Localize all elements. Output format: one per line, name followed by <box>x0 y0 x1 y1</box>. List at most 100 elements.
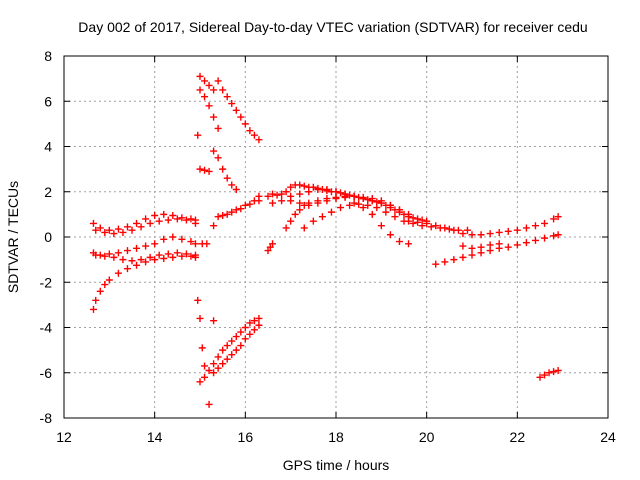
grid-lines <box>64 56 608 418</box>
data-point <box>210 86 218 94</box>
data-point <box>291 210 299 218</box>
data-point <box>187 215 195 223</box>
data-point <box>173 215 181 223</box>
data-point <box>246 200 254 208</box>
data-point <box>210 113 218 121</box>
data-point <box>522 224 530 232</box>
data-point <box>513 241 521 249</box>
y-tick-label: -6 <box>40 365 53 381</box>
x-tick-label: 20 <box>419 429 435 445</box>
data-point <box>105 226 113 234</box>
series-arc-13 <box>196 314 263 386</box>
data-point <box>196 86 204 94</box>
y-tick-label: -4 <box>40 320 53 336</box>
data-point <box>327 208 335 216</box>
data-point <box>214 77 222 85</box>
data-point <box>318 213 326 221</box>
data-point <box>495 240 503 248</box>
data-point <box>223 342 231 350</box>
data-point <box>114 249 122 257</box>
data-point <box>513 226 521 234</box>
data-point <box>219 360 227 368</box>
data-point <box>178 235 186 243</box>
series-arc-26 <box>536 366 562 381</box>
data-point <box>486 241 494 249</box>
data-point <box>409 219 417 227</box>
data-point <box>296 206 304 214</box>
data-point <box>101 228 109 236</box>
data-point <box>287 197 295 205</box>
data-point <box>241 324 249 331</box>
data-point <box>445 225 453 233</box>
data-point <box>269 190 277 198</box>
data-point <box>142 258 150 266</box>
data-point <box>241 335 249 343</box>
data-point <box>364 201 372 209</box>
data-point <box>504 243 512 251</box>
data-point <box>201 77 209 85</box>
data-point <box>264 192 272 200</box>
data-point <box>441 224 449 232</box>
series-arc-1 <box>89 210 199 234</box>
data-point <box>314 199 322 207</box>
data-point <box>450 226 458 234</box>
data-point <box>151 256 159 264</box>
data-point <box>459 230 467 238</box>
data-point <box>128 257 136 265</box>
data-point <box>323 185 331 193</box>
data-point <box>332 195 340 203</box>
data-point <box>459 242 467 250</box>
data-point <box>133 244 141 252</box>
data-point <box>137 256 145 264</box>
series-arc-20 <box>282 192 413 232</box>
series-arc-16 <box>194 131 218 248</box>
data-point <box>395 206 403 214</box>
data-point <box>554 231 562 239</box>
data-point <box>468 231 476 239</box>
y-axis-label: SDTVAR / TECUs <box>5 181 21 293</box>
data-point <box>205 167 213 175</box>
data-point <box>187 252 195 260</box>
data-point <box>114 225 122 233</box>
data-point <box>232 206 240 214</box>
data-point <box>250 317 258 325</box>
data-point <box>169 212 177 220</box>
data-point <box>355 200 363 208</box>
data-point <box>92 296 100 304</box>
data-point <box>405 210 413 218</box>
data-points <box>89 72 562 408</box>
data-point <box>550 215 558 223</box>
data-point <box>160 210 168 218</box>
data-point <box>210 222 218 230</box>
data-point <box>164 250 172 258</box>
data-point <box>191 219 199 227</box>
y-tick-label: 4 <box>44 139 52 155</box>
data-point <box>541 234 549 242</box>
data-point <box>110 230 118 238</box>
series-arc-19 <box>264 240 277 255</box>
data-point <box>187 238 195 246</box>
data-point <box>101 252 109 260</box>
data-point <box>210 369 218 377</box>
x-axis-label: GPS time / hours <box>283 457 390 473</box>
data-point <box>241 201 249 209</box>
y-tick-label: 8 <box>44 48 52 64</box>
data-point <box>463 226 471 234</box>
data-point <box>282 188 290 196</box>
data-point <box>309 217 317 225</box>
data-point <box>201 93 209 101</box>
data-point <box>386 201 394 209</box>
data-point <box>205 81 213 89</box>
data-point <box>531 236 539 244</box>
data-point <box>160 254 168 262</box>
data-point <box>123 223 131 231</box>
data-point <box>550 232 558 240</box>
data-point <box>554 366 562 374</box>
data-point <box>427 223 435 231</box>
data-point <box>350 192 358 200</box>
series-arc-9 <box>210 147 240 193</box>
data-point <box>255 136 263 144</box>
data-point <box>128 226 136 234</box>
data-point <box>314 185 322 193</box>
